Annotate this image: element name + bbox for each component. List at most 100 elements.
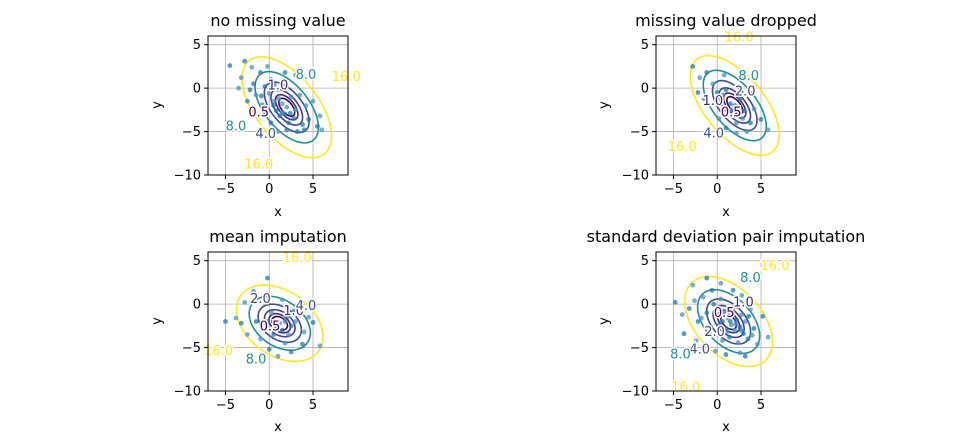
scatter-point [710, 81, 716, 87]
contour-label: 2.0 [704, 325, 725, 340]
scatter-point [704, 70, 710, 75]
scatter-point [271, 103, 277, 108]
axes-frame [655, 35, 797, 176]
scatter-point [301, 329, 307, 335]
scatter-point [725, 111, 731, 117]
y-axis-label: y [150, 317, 165, 325]
scatter-point [728, 107, 734, 113]
scatter-point [251, 81, 256, 87]
y-tick-label: 5 [641, 254, 649, 269]
scatter-point [266, 90, 272, 96]
scatter-point [697, 75, 703, 81]
x-tick-label: −5 [216, 182, 235, 197]
scatter-point [672, 299, 678, 305]
scatter-point [742, 353, 748, 359]
contour-line [241, 56, 333, 159]
scatter-point [301, 127, 307, 133]
contour-label: 2.0 [735, 85, 756, 100]
scatter-point [303, 103, 309, 108]
scatter-point [709, 287, 715, 293]
contour-label: 1.0 [283, 304, 304, 319]
scatter-point [744, 129, 750, 134]
y-tick-label: 0 [641, 298, 649, 313]
scatter-point [704, 310, 710, 316]
x-tick-label: 0 [265, 398, 273, 413]
x-tick-label: 0 [713, 182, 721, 197]
x-tick-label: 0 [265, 182, 273, 197]
scatter-point [730, 287, 736, 293]
scatter-point [690, 282, 696, 288]
scatter-point [730, 113, 736, 119]
scatter-point [702, 343, 708, 349]
scatter-point [741, 331, 746, 337]
scatter-point [718, 280, 724, 286]
scatter-point [739, 293, 745, 298]
scatter-point [275, 87, 281, 93]
y-tick-label: 5 [193, 254, 201, 269]
scatter-point [741, 75, 746, 81]
contour-label: 4.0 [255, 127, 276, 142]
scatter-point [293, 72, 298, 78]
scatter-point [271, 332, 277, 337]
scatter-point [258, 93, 264, 99]
scatter-point [317, 343, 323, 349]
contour-line [263, 81, 310, 134]
contour-label: 8.0 [246, 353, 267, 368]
scatter-point [223, 319, 228, 324]
scatter-point [749, 333, 755, 338]
contour-label: 16.0 [761, 259, 790, 274]
scatter-point [242, 299, 248, 305]
x-tick-label: 5 [757, 398, 765, 413]
contour-label: 1.0 [703, 94, 724, 109]
scatter-point [723, 352, 729, 357]
scatter-point [727, 319, 733, 324]
scatter-point [284, 314, 290, 320]
scatter-point [266, 346, 272, 352]
contour-label: 8.0 [740, 271, 761, 286]
scatter-point [265, 64, 270, 69]
scatter-point [277, 320, 283, 326]
scatter-point [727, 101, 733, 107]
scatter-point [711, 301, 717, 307]
scatter-point [259, 102, 265, 108]
scatter-point [733, 321, 739, 327]
scatter-point [300, 122, 305, 128]
y-axis-label: y [597, 101, 612, 109]
contour-label: 4.0 [703, 126, 724, 141]
contour-line [711, 79, 758, 132]
scatter-point [284, 127, 290, 133]
contour-label: 8.0 [226, 119, 247, 134]
scatter-point [238, 75, 244, 81]
scatter-point [286, 332, 291, 337]
scatter-point [735, 339, 741, 345]
contour-label: 4.0 [689, 342, 710, 357]
scatter-point [748, 306, 753, 312]
scatter-point [253, 319, 259, 324]
contour-label: 2.0 [250, 292, 271, 307]
scatter-point [233, 315, 239, 321]
scatter-point [273, 323, 279, 329]
scatter-point [699, 315, 704, 321]
scatter-point [740, 116, 746, 121]
scatter-point [294, 129, 300, 134]
contour-label: 16.0 [244, 158, 273, 173]
scatter-point [724, 329, 730, 335]
scatter-point [287, 110, 293, 116]
subplot-no-missing-value: no missing value x y 1.0 0.5 4.0 8.0 8.0 16.0… [150, 11, 362, 220]
scatter-point [310, 319, 316, 325]
scatter-point [300, 341, 305, 347]
scatter-point [714, 90, 720, 95]
contour-line [257, 303, 303, 344]
contour-label: 1.0 [268, 79, 289, 94]
scatter-point [297, 92, 303, 98]
scatter-point [751, 106, 757, 112]
y-axis-label: y [150, 101, 165, 109]
axes-frame [207, 251, 349, 392]
scatter-point [723, 125, 729, 131]
scatter-point [310, 98, 316, 104]
contour-label: 16.0 [668, 140, 697, 155]
x-tick-label: 5 [757, 182, 765, 197]
y-tick-label: 0 [193, 298, 201, 313]
scatter-point [262, 83, 268, 89]
scatter-point [742, 319, 748, 324]
